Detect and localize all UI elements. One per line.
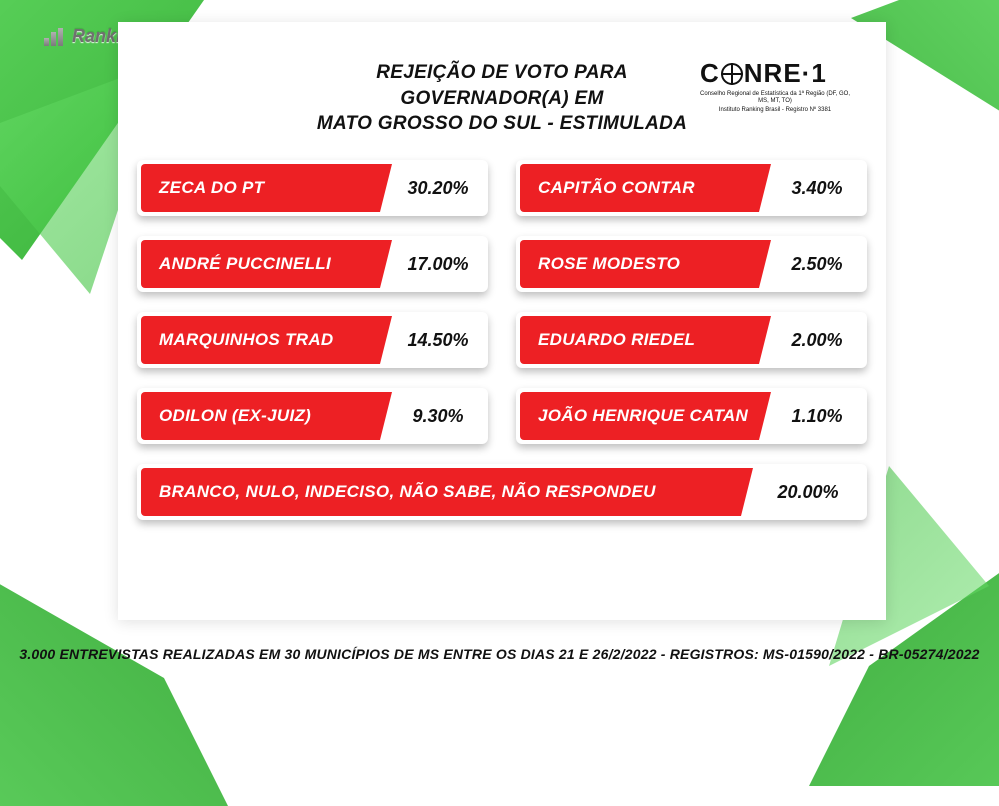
candidate-bar-other: BRANCO, NULO, INDECISO, NÃO SABE, NÃO RE… [137,464,867,520]
candidate-pct: 3.40% [791,178,842,199]
main-panel: REJEIÇÃO DE VOTO PARA GOVERNADOR(A) EM M… [118,22,886,620]
conre-sub-1: Conselho Regional de Estatística da 1ª R… [700,91,850,105]
candidate-bar: ODILON (EX-JUIZ) 9.30% [137,388,488,444]
candidate-pct: 1.10% [791,406,842,427]
candidate-bar: MARQUINHOS TRAD 14.50% [137,312,488,368]
candidate-name: MARQUINHOS TRAD [159,330,334,350]
candidate-name: JOÃO HENRIQUE CATAN [538,406,748,426]
candidate-pct: 17.00% [407,254,468,275]
candidate-pct: 30.20% [407,178,468,199]
candidate-bar: ROSE MODESTO 2.50% [516,236,867,292]
candidate-name: EDUARDO RIEDEL [538,330,695,350]
candidate-pct: 20.00% [777,482,838,503]
gear-icon [721,63,743,85]
candidates-grid: ZECA DO PT 30.20% CAPITÃO CONTAR 3.40% A… [137,160,867,520]
candidate-name: ROSE MODESTO [538,254,680,274]
title-line-1: REJEIÇÃO DE VOTO PARA GOVERNADOR(A) EM [310,60,694,111]
candidate-name: ZECA DO PT [159,178,264,198]
candidate-name: ODILON (EX-JUIZ) [159,406,311,426]
title-line-2: MATO GROSSO DO SUL - ESTIMULADA [310,111,694,137]
candidate-bar: ANDRÉ PUCCINELLI 17.00% [137,236,488,292]
footnote: 3.000 ENTREVISTAS REALIZADAS EM 30 MUNIC… [0,646,999,662]
candidate-bar: JOÃO HENRIQUE CATAN 1.10% [516,388,867,444]
conre-logo-text: CNRE·1 [700,58,850,89]
candidate-bar: CAPITÃO CONTAR 3.40% [516,160,867,216]
candidate-name: CAPITÃO CONTAR [538,178,695,198]
candidate-name: ANDRÉ PUCCINELLI [159,254,331,274]
candidate-name: BRANCO, NULO, INDECISO, NÃO SABE, NÃO RE… [159,482,656,502]
bar-chart-icon [44,28,66,46]
candidate-bar: EDUARDO RIEDEL 2.00% [516,312,867,368]
candidate-pct: 2.50% [791,254,842,275]
candidate-pct: 2.00% [791,330,842,351]
title-block: REJEIÇÃO DE VOTO PARA GOVERNADOR(A) EM M… [310,60,694,137]
candidate-pct: 14.50% [407,330,468,351]
conre-sub-2: Instituto Ranking Brasil - Registro Nº 3… [700,107,850,114]
candidate-bar: ZECA DO PT 30.20% [137,160,488,216]
candidate-pct: 9.30% [412,406,463,427]
conre-logo: CNRE·1 Conselho Regional de Estatística … [700,58,850,114]
